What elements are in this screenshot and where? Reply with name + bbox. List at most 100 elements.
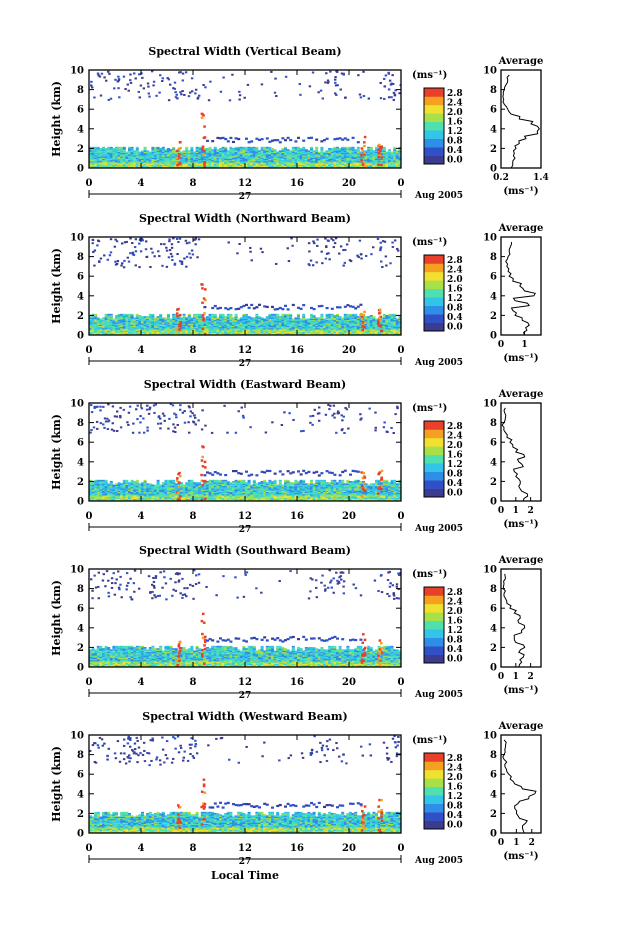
cell (276, 139, 280, 142)
cell (94, 319, 98, 322)
cell (239, 151, 243, 154)
cell (234, 137, 238, 140)
cell (284, 316, 287, 318)
cell (104, 165, 108, 168)
cell (364, 163, 368, 165)
cell (369, 324, 373, 326)
cell (297, 152, 300, 155)
cell (260, 322, 264, 324)
cell (237, 325, 241, 328)
cell (372, 330, 376, 332)
cell (390, 82, 393, 85)
cell (146, 152, 150, 155)
cell (260, 157, 264, 159)
cell (125, 326, 129, 329)
cell (96, 479, 100, 482)
cell (154, 151, 157, 154)
cell (219, 331, 222, 334)
cell (299, 157, 303, 159)
cell (307, 318, 311, 321)
cell (219, 162, 222, 164)
cell (104, 493, 108, 496)
cell (99, 163, 103, 165)
cell (185, 242, 189, 245)
cell (180, 325, 183, 328)
cell (349, 151, 352, 154)
cell (276, 159, 280, 162)
cell (281, 331, 285, 334)
cell (252, 325, 256, 328)
cell (133, 317, 137, 319)
cell (317, 317, 321, 319)
cell (176, 164, 179, 167)
cell (221, 158, 225, 161)
cell (312, 319, 316, 322)
cell (174, 331, 178, 334)
cell (213, 315, 217, 317)
cell (343, 158, 347, 161)
cell (120, 332, 124, 335)
cell (109, 148, 113, 150)
cell (96, 157, 100, 159)
cell (250, 317, 254, 319)
cell (237, 326, 241, 329)
cell (351, 164, 355, 167)
cell (271, 164, 274, 167)
cell (247, 162, 251, 164)
cell (286, 323, 290, 325)
cell (273, 317, 277, 319)
cell (307, 156, 311, 158)
cell (349, 326, 352, 329)
cell (263, 164, 267, 167)
cell (185, 322, 189, 324)
cell (333, 316, 337, 318)
cell (302, 146, 306, 149)
cell (382, 158, 386, 161)
cell (297, 151, 300, 154)
cell (125, 165, 129, 168)
cell (367, 149, 371, 151)
cell (229, 162, 233, 164)
cell (167, 159, 170, 162)
cell (146, 164, 150, 167)
cell (297, 136, 300, 139)
cell (328, 323, 332, 325)
cell (115, 156, 118, 158)
cell (133, 72, 136, 75)
cell (302, 150, 306, 152)
cell (89, 318, 92, 321)
cell (378, 324, 381, 327)
cell (129, 73, 132, 76)
cell (388, 313, 391, 316)
cell (317, 158, 321, 161)
cell (284, 151, 287, 154)
cell (115, 493, 118, 496)
cell (155, 94, 158, 97)
cell (99, 160, 103, 163)
cell (317, 164, 321, 167)
cell (169, 160, 173, 163)
cell (112, 164, 116, 167)
cell (333, 322, 337, 324)
cell (341, 324, 345, 326)
cell (289, 319, 293, 322)
cell (260, 331, 264, 334)
cell (312, 322, 316, 324)
cell (148, 158, 152, 161)
cell (325, 165, 329, 168)
cell (346, 332, 350, 335)
cell (330, 322, 334, 324)
cell (143, 165, 147, 168)
cell (148, 316, 152, 318)
cell (102, 481, 105, 483)
cell (247, 163, 251, 165)
cell (208, 320, 212, 323)
cell (239, 153, 243, 156)
cell (317, 327, 321, 330)
cell (290, 237, 293, 240)
cell (234, 146, 238, 149)
cell (388, 159, 391, 162)
cell (263, 332, 267, 335)
cell (94, 322, 98, 324)
cell (109, 251, 113, 254)
